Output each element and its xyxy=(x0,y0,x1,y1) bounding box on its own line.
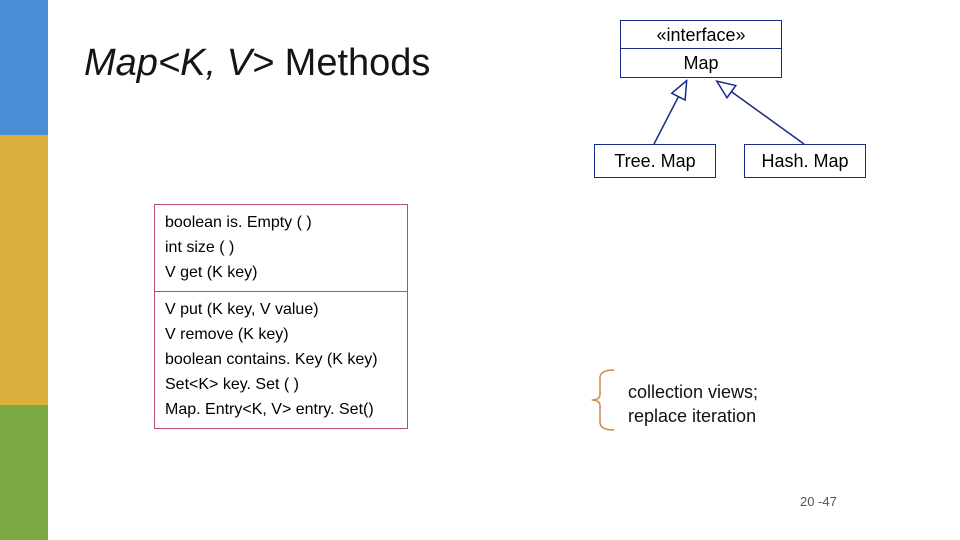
uml-interface-stereotype: «interface» xyxy=(620,20,782,49)
sidebar-seg xyxy=(0,0,48,135)
method-signature: V get (K key) xyxy=(165,261,397,286)
sidebar-seg xyxy=(0,135,48,270)
sidebar-seg xyxy=(0,270,48,405)
uml-class-hashmap: Hash. Map xyxy=(744,144,866,178)
sidebar-seg xyxy=(0,405,48,540)
method-signature: V remove (K key) xyxy=(165,323,397,348)
page-number: 20 -47 xyxy=(800,494,837,509)
methods-group: boolean is. Empty ( ) int size ( ) V get… xyxy=(155,205,407,291)
annotation-note: collection views; replace iteration xyxy=(628,380,758,429)
method-signature: V put (K key, V value) xyxy=(165,298,397,323)
uml-interface-name: Map xyxy=(620,48,782,78)
uml-class-treemap: Tree. Map xyxy=(594,144,716,178)
methods-box: boolean is. Empty ( ) int size ( ) V get… xyxy=(154,204,408,429)
method-signature: int size ( ) xyxy=(165,236,397,261)
brace-icon xyxy=(592,370,614,430)
method-signature: boolean is. Empty ( ) xyxy=(165,211,397,236)
page-title: Map<K, V> Methods xyxy=(84,42,430,85)
method-signature: boolean contains. Key (K key) xyxy=(165,348,397,373)
generalization-arrow xyxy=(718,82,804,144)
generalization-arrow xyxy=(654,82,686,144)
note-line: collection views; xyxy=(628,380,758,404)
method-signature: Set<K> key. Set ( ) xyxy=(165,373,397,398)
method-signature: Map. Entry<K, V> entry. Set() xyxy=(165,398,397,423)
title-rest: Methods xyxy=(274,42,430,84)
note-line: replace iteration xyxy=(628,404,758,428)
methods-group: V put (K key, V value) V remove (K key) … xyxy=(155,291,407,428)
title-italic: Map<K, V> xyxy=(84,42,274,84)
sidebar-accent xyxy=(0,0,48,540)
